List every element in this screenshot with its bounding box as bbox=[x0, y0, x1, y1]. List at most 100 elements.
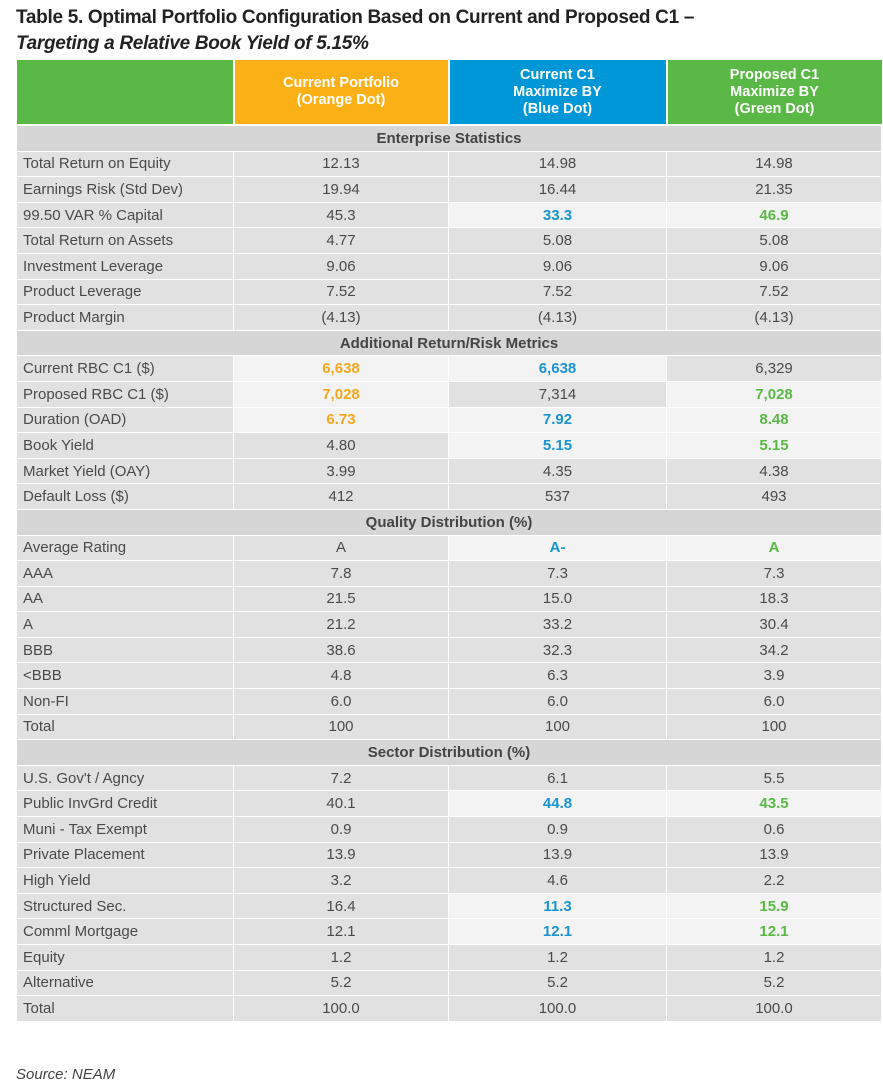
cell-value: 43.5 bbox=[666, 790, 882, 818]
cell-value: 6.3 bbox=[448, 662, 667, 690]
cell-value: 0.9 bbox=[448, 816, 667, 843]
section-header-row: Additional Return/Risk Metrics bbox=[16, 329, 882, 357]
cell-value: 7.8 bbox=[233, 560, 449, 587]
table-row: Structured Sec. 16.4 11.3 15.9 bbox=[16, 892, 882, 920]
row-label: Duration (OAD) bbox=[16, 406, 234, 434]
cell-value: 5.15 bbox=[666, 432, 882, 459]
portfolio-table: Current Portfolio (Orange Dot) Current C1 M… bbox=[16, 60, 882, 1022]
cell-value: 5.15 bbox=[448, 432, 667, 459]
cell-value: 7.52 bbox=[448, 278, 667, 306]
table-row: Average Rating A A- A bbox=[16, 534, 882, 562]
cell-value: 14.98 bbox=[448, 150, 667, 178]
cell-value: (4.13) bbox=[233, 304, 449, 331]
row-label: Public InvGrd Credit bbox=[16, 790, 234, 818]
row-label: Equity bbox=[16, 944, 234, 971]
row-label: 99.50 VAR % Capital bbox=[16, 201, 234, 229]
cell-value: 32.3 bbox=[448, 636, 667, 664]
row-label: U.S. Gov't / Agncy bbox=[16, 764, 234, 792]
table-row: <BBB 4.8 6.3 3.9 bbox=[16, 662, 882, 690]
table-row: Product Leverage 7.52 7.52 7.52 bbox=[16, 278, 882, 306]
table-row: Default Loss ($) 412 537 493 bbox=[16, 483, 882, 510]
cell-value: 16.4 bbox=[233, 892, 449, 920]
cell-value: 19.94 bbox=[233, 176, 449, 203]
cell-value: 16.44 bbox=[448, 176, 667, 203]
cell-value: 21.2 bbox=[233, 611, 449, 638]
cell-value: (4.13) bbox=[448, 304, 667, 331]
column-header-line: Proposed C1 bbox=[729, 66, 820, 83]
cell-value: 1.2 bbox=[666, 944, 882, 971]
cell-value: 3.9 bbox=[666, 662, 882, 690]
table-row: Comml Mortgage 12.1 12.1 12.1 bbox=[16, 918, 882, 945]
cell-value: 9.06 bbox=[233, 252, 449, 280]
table-row: U.S. Gov't / Agncy 7.2 6.1 5.5 bbox=[16, 764, 882, 792]
cell-value: 100.0 bbox=[448, 995, 667, 1022]
table-row: Current RBC C1 ($) 6,638 6,638 6,329 bbox=[16, 355, 882, 382]
row-label: Earnings Risk (Std Dev) bbox=[16, 176, 234, 203]
cell-value: 0.9 bbox=[233, 816, 449, 843]
row-label: Total Return on Equity bbox=[16, 150, 234, 178]
cell-value: 6.0 bbox=[448, 688, 667, 715]
table-row: Non-FI 6.0 6.0 6.0 bbox=[16, 688, 882, 715]
row-label: AA bbox=[16, 585, 234, 613]
row-label: Default Loss ($) bbox=[16, 483, 234, 510]
table-row: Market Yield (OAY) 3.99 4.35 4.38 bbox=[16, 457, 882, 485]
row-label: Current RBC C1 ($) bbox=[16, 355, 234, 382]
cell-value: 21.5 bbox=[233, 585, 449, 613]
cell-value: 5.2 bbox=[233, 969, 449, 997]
column-header-line: (Orange Dot) bbox=[296, 92, 386, 108]
cell-value: 44.8 bbox=[448, 790, 667, 818]
row-label: Total Return on Assets bbox=[16, 227, 234, 254]
row-label: Alternative bbox=[16, 969, 234, 997]
table-row: Investment Leverage 9.06 9.06 9.06 bbox=[16, 252, 882, 280]
title-line-1: Table 5. Optimal Portfolio Configuration… bbox=[16, 7, 695, 28]
header-row: Current Portfolio (Orange Dot) Current C1 M… bbox=[16, 60, 882, 126]
cell-value: 1.2 bbox=[233, 944, 449, 971]
cell-value: 4.77 bbox=[233, 227, 449, 254]
cell-value: 100.0 bbox=[666, 995, 882, 1022]
cell-value: 13.9 bbox=[448, 841, 667, 869]
cell-value: 4.38 bbox=[666, 457, 882, 485]
cell-value: A- bbox=[448, 534, 667, 562]
cell-value: 100 bbox=[448, 713, 667, 741]
cell-value: (4.13) bbox=[666, 304, 882, 331]
section-header-row: Enterprise Statistics bbox=[16, 124, 882, 152]
section-title: Sector Distribution (%) bbox=[16, 739, 882, 766]
table-row: Equity 1.2 1.2 1.2 bbox=[16, 944, 882, 971]
cell-value: 3.99 bbox=[233, 457, 449, 485]
row-label: <BBB bbox=[16, 662, 234, 690]
cell-value: 15.0 bbox=[448, 585, 667, 613]
row-label: Average Rating bbox=[16, 534, 234, 562]
row-label: High Yield bbox=[16, 867, 234, 894]
cell-value: 9.06 bbox=[666, 252, 882, 280]
section-title: Quality Distribution (%) bbox=[16, 508, 882, 536]
cell-value: 7.52 bbox=[666, 278, 882, 306]
column-header-line: Maximize BY bbox=[730, 83, 819, 100]
cell-value: 13.9 bbox=[666, 841, 882, 869]
cell-value: 38.6 bbox=[233, 636, 449, 664]
table-row: Alternative 5.2 5.2 5.2 bbox=[16, 969, 882, 997]
table-row: 99.50 VAR % Capital 45.3 33.3 46.9 bbox=[16, 201, 882, 229]
cell-value: 1.2 bbox=[448, 944, 667, 971]
row-label: Total bbox=[16, 995, 234, 1022]
cell-value: 11.3 bbox=[448, 892, 667, 920]
cell-value: 45.3 bbox=[233, 201, 449, 229]
cell-value: 5.08 bbox=[448, 227, 667, 254]
cell-value: 12.1 bbox=[448, 918, 667, 945]
cell-value: 5.2 bbox=[448, 969, 667, 997]
cell-value: 5.08 bbox=[666, 227, 882, 254]
cell-value: 6.73 bbox=[233, 406, 449, 434]
row-label: Non-FI bbox=[16, 688, 234, 715]
section-title: Additional Return/Risk Metrics bbox=[16, 329, 882, 357]
cell-value: 7.92 bbox=[448, 406, 667, 434]
cell-value: 12.1 bbox=[233, 918, 449, 945]
table-row: Proposed RBC C1 ($) 7,028 7,314 7,028 bbox=[16, 380, 882, 408]
cell-value: 21.35 bbox=[666, 176, 882, 203]
cell-value: 15.9 bbox=[666, 892, 882, 920]
cell-value: A bbox=[666, 534, 882, 562]
row-label: Structured Sec. bbox=[16, 892, 234, 920]
cell-value: 7.3 bbox=[666, 560, 882, 587]
table-row: Product Margin (4.13) (4.13) (4.13) bbox=[16, 304, 882, 331]
cell-value: 6,638 bbox=[233, 355, 449, 382]
cell-value: 5.2 bbox=[666, 969, 882, 997]
cell-value: 40.1 bbox=[233, 790, 449, 818]
